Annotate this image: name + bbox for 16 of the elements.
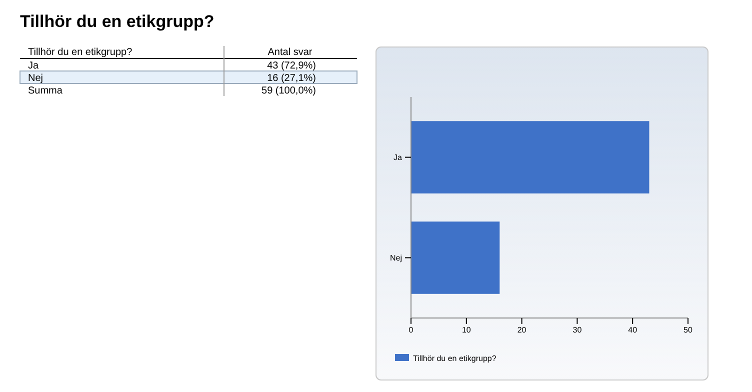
- category-label: Nej: [28, 73, 44, 84]
- x-tick-label: 10: [462, 326, 472, 335]
- text: 16 (27,1%): [267, 73, 316, 84]
- category-label: Ja: [28, 60, 39, 72]
- x-tick-label: 0: [408, 326, 414, 335]
- text: Tillhör du en etikgrupp?: [20, 12, 214, 31]
- text: Antal svar: [268, 47, 313, 58]
- x-tick-label: 20: [517, 326, 527, 335]
- legend-label: Tillhör du en etikgrupp?: [413, 354, 497, 363]
- text: 43 (72,9%): [267, 60, 316, 72]
- x-tick-label: 50: [684, 326, 693, 335]
- text: Tillhör du en etikgrupp?: [28, 47, 133, 58]
- x-tick-label: 30: [572, 326, 582, 335]
- text: 59 (100,0%): [262, 86, 316, 96]
- text: Summa: [28, 86, 63, 96]
- x-tick-label: 40: [628, 326, 638, 335]
